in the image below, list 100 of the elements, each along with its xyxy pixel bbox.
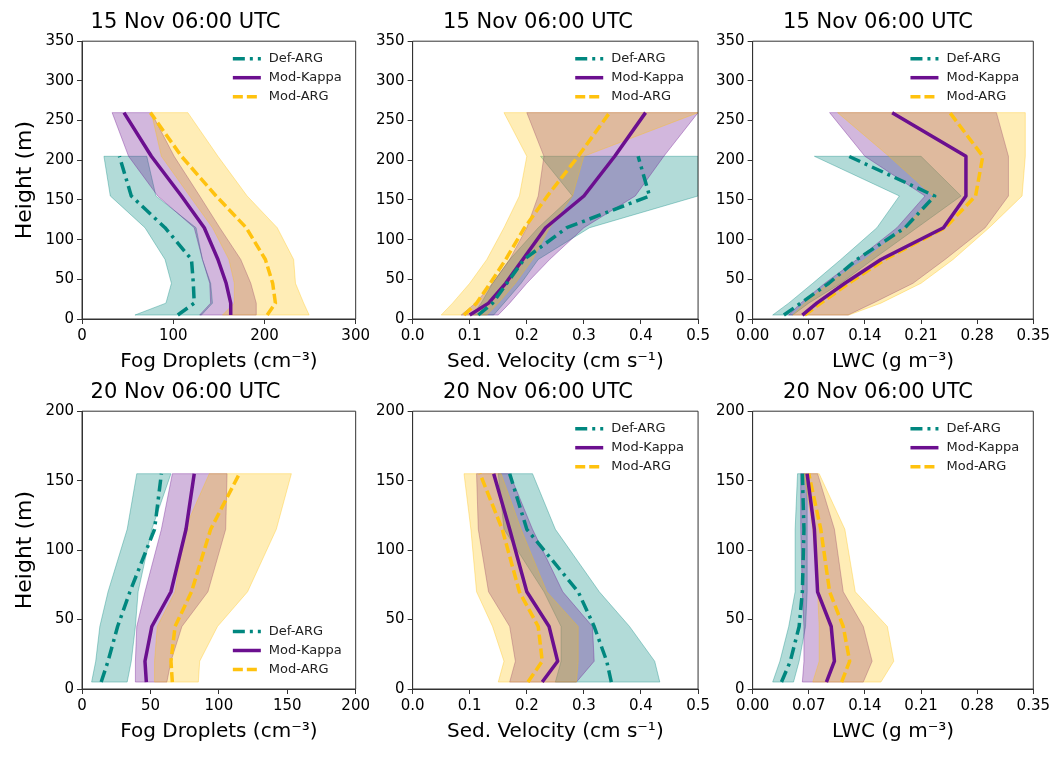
legend-label: Def-ARG (946, 50, 1001, 66)
chart-title: 15 Nov 06:00 UTC (90, 9, 281, 34)
x-tick-label: 0.0 (400, 695, 425, 714)
y-tick-label: 300 (375, 70, 405, 89)
x-tick-label: 0.4 (629, 695, 653, 714)
y-tick-label: 100 (715, 229, 745, 248)
legend-label: Mod-Kappa (268, 69, 342, 85)
legend-label: Mod-Kappa (268, 641, 342, 657)
x-tick-label: 0.1 (457, 695, 482, 714)
x-axis-title: Sed. Velocity (cm s⁻¹) (447, 348, 664, 373)
y-tick-label: 200 (45, 150, 75, 169)
x-tick-label: 0.21 (904, 695, 938, 714)
y-tick-label: 100 (45, 229, 75, 248)
y-tick-label: 50 (54, 269, 75, 288)
x-tick-label: 0.5 (686, 695, 710, 714)
x-tick-label: 0.1 (457, 325, 482, 344)
x-tick-label: 0.28 (960, 325, 994, 344)
y-tick-label: 200 (715, 150, 745, 169)
legend-label: Mod-ARG (946, 88, 1007, 104)
x-axis-title: Fog Droplets (cm⁻³) (120, 718, 318, 743)
y-tick-label: 350 (45, 31, 75, 50)
y-tick-label: 0 (735, 678, 745, 697)
chart-title: 20 Nov 06:00 UTC (90, 379, 281, 404)
y-tick-label: 50 (725, 269, 745, 288)
y-tick-label: 100 (715, 539, 745, 558)
y-tick-label: 0 (395, 678, 405, 697)
chart-title: 15 Nov 06:00 UTC (443, 9, 633, 34)
y-tick-label: 0 (64, 678, 75, 697)
x-tick-label: 0.2 (514, 695, 539, 714)
legend-label: Def-ARG (268, 50, 324, 66)
legend-label: Mod-ARG (611, 88, 672, 104)
y-tick-label: 200 (715, 401, 745, 420)
y-tick-label: 0 (64, 308, 75, 327)
legend-label: Mod-Kappa (611, 439, 685, 455)
x-axis-title: Sed. Velocity (cm s⁻¹) (447, 718, 664, 743)
x-tick-label: 0.14 (848, 325, 882, 344)
x-tick-label: 0.0 (400, 325, 425, 344)
x-axis-title: LWC (g m⁻³) (831, 718, 955, 743)
y-tick-label: 200 (375, 401, 405, 420)
x-tick-label: 0.07 (792, 325, 826, 344)
chart-title: 20 Nov 06:00 UTC (783, 379, 973, 404)
y-tick-label: 150 (45, 470, 75, 489)
legend-label: Mod-Kappa (946, 439, 1020, 455)
x-tick-label: 200 (250, 325, 279, 344)
x-tick-label: 0.21 (904, 325, 938, 344)
x-axis-title: Fog Droplets (cm⁻³) (120, 348, 318, 373)
x-tick-label: 150 (272, 695, 302, 714)
y-tick-label: 50 (54, 609, 75, 628)
x-tick-label: 0.4 (629, 325, 653, 344)
y-tick-label: 50 (385, 609, 405, 628)
y-tick-label: 0 (395, 308, 405, 327)
x-tick-label: 0.00 (735, 325, 770, 344)
x-tick-label: 0 (77, 325, 87, 344)
x-tick-label: 300 (341, 325, 371, 344)
legend-label: Mod-ARG (268, 660, 329, 676)
y-tick-label: 350 (375, 31, 405, 50)
legend-label: Def-ARG (946, 420, 1001, 436)
x-tick-label: 0.3 (571, 695, 596, 714)
y-tick-label: 100 (375, 539, 405, 558)
y-axis-title: Height (m) (10, 120, 36, 240)
x-tick-label: 0.2 (514, 325, 539, 344)
legend-label: Mod-Kappa (611, 69, 685, 85)
y-tick-label: 300 (715, 70, 745, 89)
y-tick-label: 150 (375, 470, 405, 489)
x-tick-label: 0.35 (1016, 325, 1050, 344)
legend-label: Mod-Kappa (946, 69, 1020, 85)
y-tick-label: 0 (735, 308, 745, 327)
legend-label: Mod-ARG (946, 458, 1007, 474)
x-tick-label: 0.3 (571, 325, 596, 344)
y-tick-label: 50 (385, 269, 405, 288)
legend-label: Mod-ARG (611, 458, 672, 474)
x-tick-label: 50 (140, 695, 160, 714)
y-tick-label: 200 (45, 401, 75, 420)
y-tick-label: 250 (715, 110, 745, 129)
x-tick-label: 0.5 (686, 325, 710, 344)
y-tick-label: 100 (375, 229, 405, 248)
legend-label: Mod-ARG (268, 88, 329, 104)
y-tick-label: 300 (45, 70, 75, 89)
y-tick-label: 150 (375, 189, 405, 208)
legend-label: Def-ARG (268, 622, 324, 638)
y-tick-label: 250 (45, 110, 75, 129)
x-tick-label: 200 (341, 695, 371, 714)
y-tick-label: 50 (725, 609, 745, 628)
x-axis-title: LWC (g m⁻³) (831, 348, 955, 373)
y-tick-label: 150 (715, 189, 745, 208)
x-tick-label: 0.28 (960, 695, 994, 714)
x-tick-label: 100 (204, 695, 234, 714)
y-tick-label: 150 (715, 470, 745, 489)
legend-label: Def-ARG (611, 420, 666, 436)
x-tick-label: 0.14 (848, 695, 882, 714)
x-tick-label: 0 (77, 695, 87, 714)
x-tick-label: 0.00 (735, 695, 770, 714)
x-tick-label: 0.07 (792, 695, 826, 714)
y-tick-label: 200 (375, 150, 405, 169)
y-tick-label: 350 (715, 31, 745, 50)
chart-title: 20 Nov 06:00 UTC (443, 379, 633, 404)
legend-label: Def-ARG (611, 50, 666, 66)
x-tick-label: 100 (158, 325, 188, 344)
y-tick-label: 100 (45, 539, 75, 558)
y-axis-title: Height (m) (10, 490, 36, 610)
